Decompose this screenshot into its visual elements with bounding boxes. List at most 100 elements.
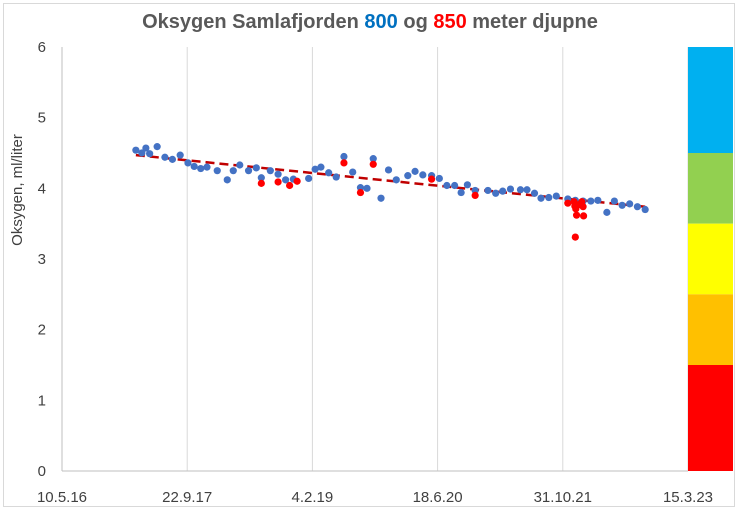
data-point-series-1 [471,191,479,199]
data-point-series-0 [244,167,253,175]
data-point-series-0 [618,201,626,209]
data-point-series-0 [161,153,169,161]
data-point-series-0 [633,203,642,211]
data-point-series-0 [392,176,400,184]
y-tick-label: 2 [38,322,46,339]
data-point-series-0 [305,174,313,183]
data-point-series-0 [530,189,539,197]
data-point-series-0 [223,176,231,184]
data-point-series-0 [197,164,205,173]
data-point-series-0 [377,194,385,202]
data-point-series-0 [153,143,161,151]
data-point-series-0 [282,176,290,184]
x-tick-label: 15.3.23 [663,489,713,506]
data-point-series-1 [579,212,588,220]
data-point-series-1 [369,160,377,168]
rating-band [688,365,733,471]
data-point-series-0 [184,159,192,167]
data-point-series-0 [349,168,357,176]
rating-band [688,294,733,365]
data-point-series-0 [190,162,198,171]
data-point-series-1 [340,159,348,167]
data-point-series-0 [463,181,471,189]
data-point-series-0 [146,150,154,158]
data-point-series-0 [641,205,649,214]
data-point-series-0 [203,163,211,171]
data-point-series-0 [229,167,237,175]
data-point-series-0 [252,164,260,172]
y-tick-labels: 0 1 2 3 4 5 6 [38,39,46,480]
data-point-series-0 [516,186,525,194]
data-point-series-0 [457,188,465,197]
rating-band [688,223,733,295]
data-point-series-0 [435,174,443,183]
data-point-series-0 [419,171,427,179]
data-point-series-1 [293,177,301,185]
rating-band [688,47,733,153]
data-point-series-0 [471,186,479,195]
x-tick-label: 22.9.17 [162,489,212,506]
data-point-series-0 [266,167,274,175]
x-tick-label: 4.2.19 [292,489,334,506]
chart-frame [3,3,735,507]
data-point-series-1 [286,181,294,190]
data-point-series-0 [274,170,282,178]
data-point-series-0 [311,165,319,173]
data-point-series-0 [626,200,634,208]
x-tick-labels: 10.5.16 22.9.17 4.2.19 18.6.20 31.10.21 15.3.… [37,489,713,506]
trendline-layer [135,153,646,208]
data-point-series-0 [603,208,611,216]
y-axis-label: Oksygen, ml/liter [9,134,26,246]
data-point-series-0 [484,186,492,195]
data-point-series-0 [523,186,531,194]
data-point-series-0 [411,167,419,175]
data-point-series-0 [594,196,602,204]
data-point-series-0 [132,146,140,154]
data-point-series-0 [236,161,244,169]
title-part-0: Oksygen Samlafjorden [142,11,364,33]
y-tick-label: 3 [38,251,46,268]
data-point-series-0 [168,155,177,163]
data-point-series-0 [340,152,348,161]
data-point-series-0 [499,187,507,195]
axes [61,47,688,472]
y-tick-label: 5 [38,110,46,127]
data-point-series-0 [142,144,150,152]
grid-lines [186,47,689,471]
data-point-series-0 [384,166,393,174]
data-point-series-1 [564,199,572,207]
data-point-series-0 [545,193,553,202]
data-point-series-1 [427,175,436,183]
data-point-series-0 [610,197,618,205]
data-point-series-0 [552,192,560,200]
x-tick-label: 10.5.16 [37,489,87,506]
data-point-series-0 [213,167,221,175]
data-point-series-0 [176,151,184,159]
data-point-series-0 [138,149,146,157]
title-part-4: meter djupne [467,11,598,33]
data-point-series-0 [317,163,325,171]
y-tick-label: 0 [38,463,46,480]
data-point-series-0 [369,155,377,163]
data-point-series-1 [572,211,581,219]
rating-scale [688,47,733,471]
data-point-series-0 [325,169,333,177]
data-point-series-1 [257,179,265,187]
x-tick-label: 18.6.20 [413,489,463,506]
data-point-series-1 [356,188,365,197]
data-point-series-0 [257,174,265,182]
y-tick-label: 4 [38,180,46,197]
data-point-series-0 [332,173,340,181]
data-point-series-0 [356,184,365,192]
data-point-series-1 [274,178,282,186]
data-point-series-0 [363,184,371,192]
data-point-series-0 [587,197,595,205]
data-point-series-1 [579,203,587,211]
y-tick-label: 1 [38,392,46,409]
trendline [135,153,646,208]
data-point-series-0 [492,189,500,197]
chart-title: Oksygen Samlafjorden 800 og 850 meter dj… [142,11,598,33]
x-tick-label: 31.10.21 [534,489,592,506]
title-part-1: 800 [364,11,397,33]
data-point-series-0 [443,181,451,190]
